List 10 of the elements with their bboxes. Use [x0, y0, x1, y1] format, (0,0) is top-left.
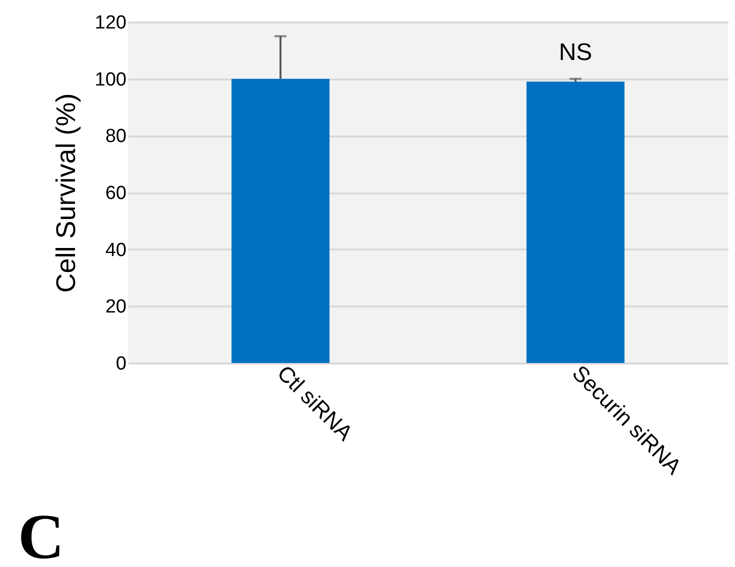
y-tick-label: 20	[105, 296, 126, 318]
y-tick-label: 100	[94, 69, 126, 90]
y-tick-label: 60	[105, 183, 126, 204]
y-axis-title: Cell Survival (%)	[50, 93, 81, 293]
y-tick-label: 120	[94, 12, 126, 34]
annotation: NS	[558, 38, 592, 66]
text: C	[18, 501, 64, 567]
y-tick-label: 40	[105, 240, 126, 261]
y-tick-label: 0	[116, 354, 126, 374]
y-tick-label: 80	[105, 126, 126, 148]
